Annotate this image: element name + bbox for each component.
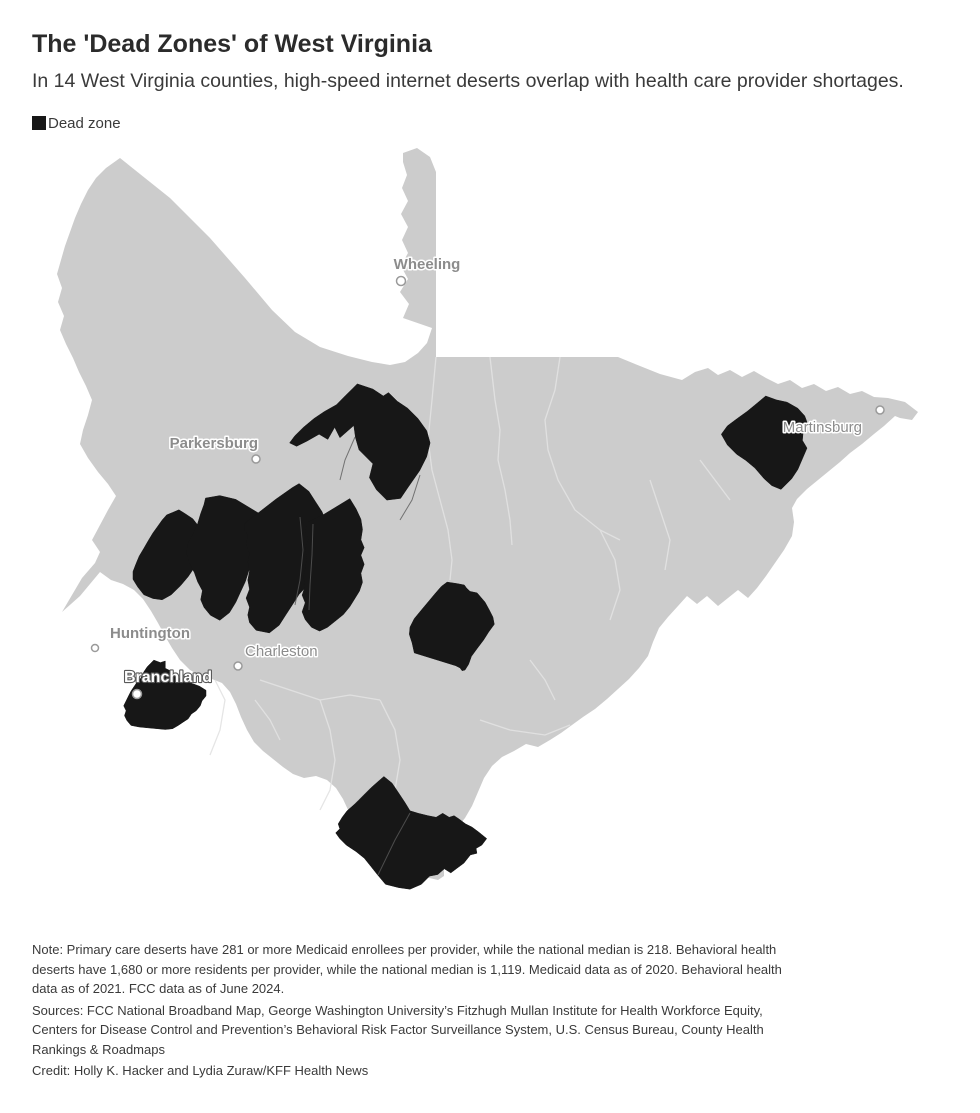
- svg-text:Huntington: Huntington: [110, 625, 190, 642]
- svg-text:Branchland: Branchland: [124, 669, 212, 686]
- svg-text:Wheeling: Wheeling: [394, 256, 461, 273]
- svg-text:Charleston: Charleston: [245, 643, 318, 660]
- svg-text:Parkersburg: Parkersburg: [170, 435, 258, 452]
- svg-text:Martinsburg: Martinsburg: [783, 419, 862, 436]
